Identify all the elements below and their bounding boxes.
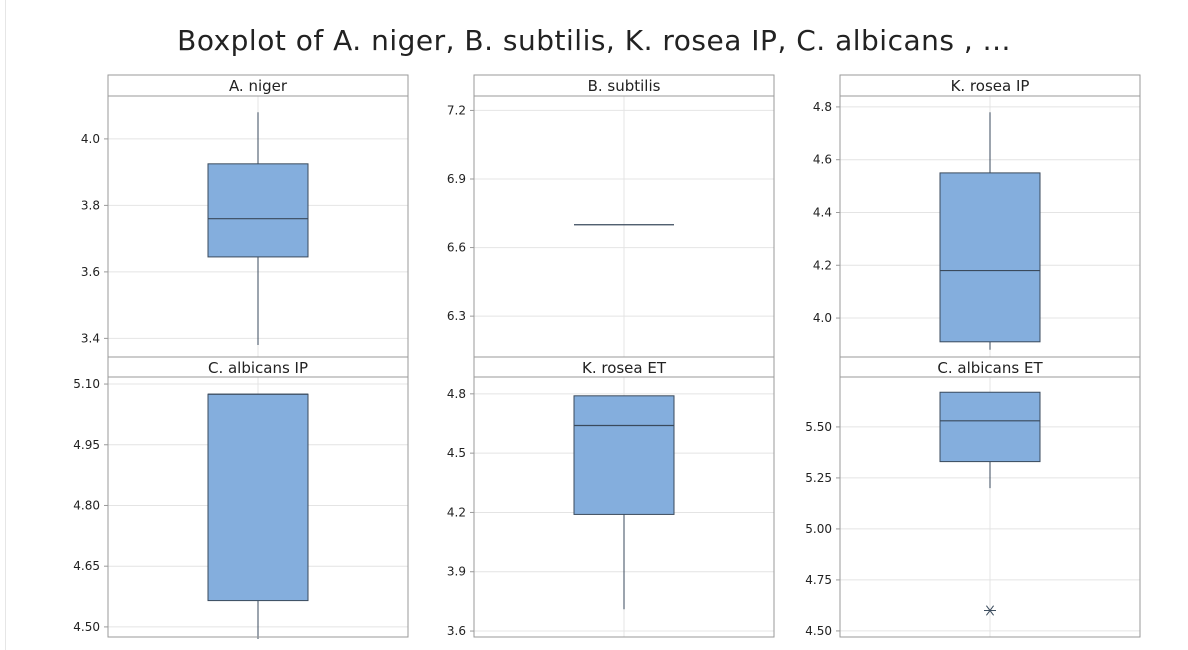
- chart-title: Boxplot of A. niger, B. subtilis, K. ros…: [177, 24, 1011, 57]
- y-tick-label: 3.4: [81, 331, 100, 345]
- y-tick-label: 3.6: [447, 624, 466, 638]
- y-tick-label: 3.8: [81, 198, 100, 212]
- panel-k-rosea-et: 3.6 3.9 4.2 4.5 4.8 K. rosea ET: [447, 356, 775, 638]
- y-tick-label: 6.3: [447, 309, 466, 323]
- y-tick-label: 4.95: [73, 438, 100, 452]
- panel-title: C. albicans IP: [208, 359, 308, 377]
- y-tick-label: 4.75: [805, 573, 832, 587]
- iqr-box: [939, 172, 1041, 343]
- iqr-box: [207, 393, 309, 602]
- panel-c-albicans-et: 4.50 4.75 5.00 5.25 5.50 C. albicans ET: [805, 356, 1141, 638]
- y-tick-label: 4.4: [813, 205, 832, 219]
- iqr-box: [573, 395, 675, 515]
- y-tick-label: 5.50: [805, 420, 832, 434]
- y-tick-label: 4.50: [73, 620, 100, 634]
- y-tick-label: 5.10: [73, 377, 100, 391]
- y-tick-label: 4.2: [447, 505, 466, 519]
- y-tick-label: 6.6: [447, 241, 466, 255]
- panel-frame: [839, 356, 1141, 638]
- y-tick-label: 4.65: [73, 559, 100, 573]
- panel-title: K. rosea ET: [582, 359, 667, 377]
- panel-title: B. subtilis: [588, 77, 661, 95]
- y-tick-label: 5.25: [805, 471, 832, 485]
- outlier-stroke: [986, 605, 994, 616]
- y-tick-label: 4.0: [81, 132, 100, 146]
- panel-b-subtilis: 6.3 6.6 6.9 7.2 B. subtilis: [447, 74, 775, 358]
- outlier-point: [984, 605, 996, 616]
- page-left-border: [5, 0, 6, 650]
- panel-frame: [473, 356, 775, 638]
- y-tick-label: 6.9: [447, 172, 466, 186]
- panel-frame: [107, 356, 409, 638]
- y-tick-label: 4.80: [73, 498, 100, 512]
- y-tick-label: 5.00: [805, 522, 832, 536]
- iqr-box: [939, 391, 1041, 463]
- panel-c-albicans-ip: 4.50 4.65 4.80 4.95 5.10 C. albicans IP: [73, 356, 409, 640]
- panel-title: K. rosea IP: [951, 77, 1030, 95]
- iqr-box: [207, 163, 309, 258]
- panel-a-niger: 3.4 3.6 3.8 4.0 A. niger: [81, 74, 409, 358]
- y-tick-label: 3.9: [447, 565, 466, 579]
- y-tick-label: 3.6: [81, 265, 100, 279]
- panel-title: C. albicans ET: [937, 359, 1043, 377]
- y-tick-label: 4.50: [805, 624, 832, 638]
- y-tick-label: 7.2: [447, 103, 466, 117]
- y-tick-label: 4.5: [447, 446, 466, 460]
- y-tick-label: 4.8: [813, 100, 832, 114]
- panel-k-rosea-ip: 4.0 4.2 4.4 4.6 4.8 K. rosea IP: [813, 74, 1141, 358]
- y-tick-label: 4.0: [813, 311, 832, 325]
- y-tick-label: 4.8: [447, 387, 466, 401]
- y-tick-label: 4.6: [813, 153, 832, 167]
- y-tick-label: 4.2: [813, 258, 832, 272]
- panel-title: A. niger: [229, 77, 288, 95]
